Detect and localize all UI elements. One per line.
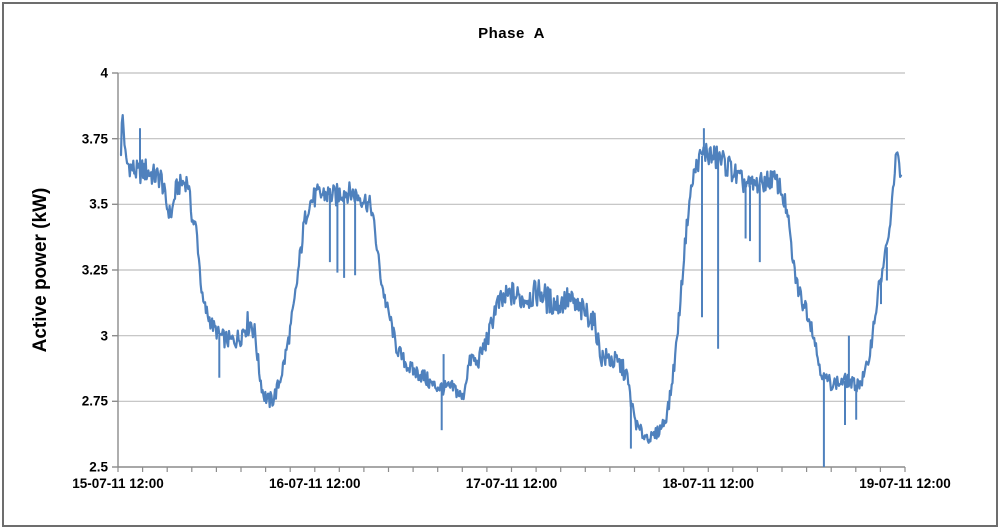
- y-tick-label: 3: [100, 328, 108, 344]
- x-tick-label: 18-07-11 12:00: [662, 476, 755, 491]
- y-tick-label: 3.75: [81, 131, 108, 147]
- chart-title: Phase A: [478, 25, 545, 42]
- x-tick-label: 16-07-11 12:00: [268, 476, 361, 491]
- x-tick-label: 19-07-11 12:00: [859, 476, 951, 491]
- x-tick-label: 17-07-11 12:00: [465, 476, 558, 491]
- y-tick-label: 3.5: [89, 196, 108, 212]
- y-tick-label: 2.75: [81, 393, 108, 409]
- y-tick-label: 3.25: [81, 262, 108, 278]
- y-axis-title: Active power (kW): [30, 187, 51, 353]
- y-tick-label: 4: [100, 65, 108, 81]
- y-tick-label: 2.5: [89, 459, 108, 475]
- x-tick-label: 15-07-11 12:00: [72, 476, 164, 491]
